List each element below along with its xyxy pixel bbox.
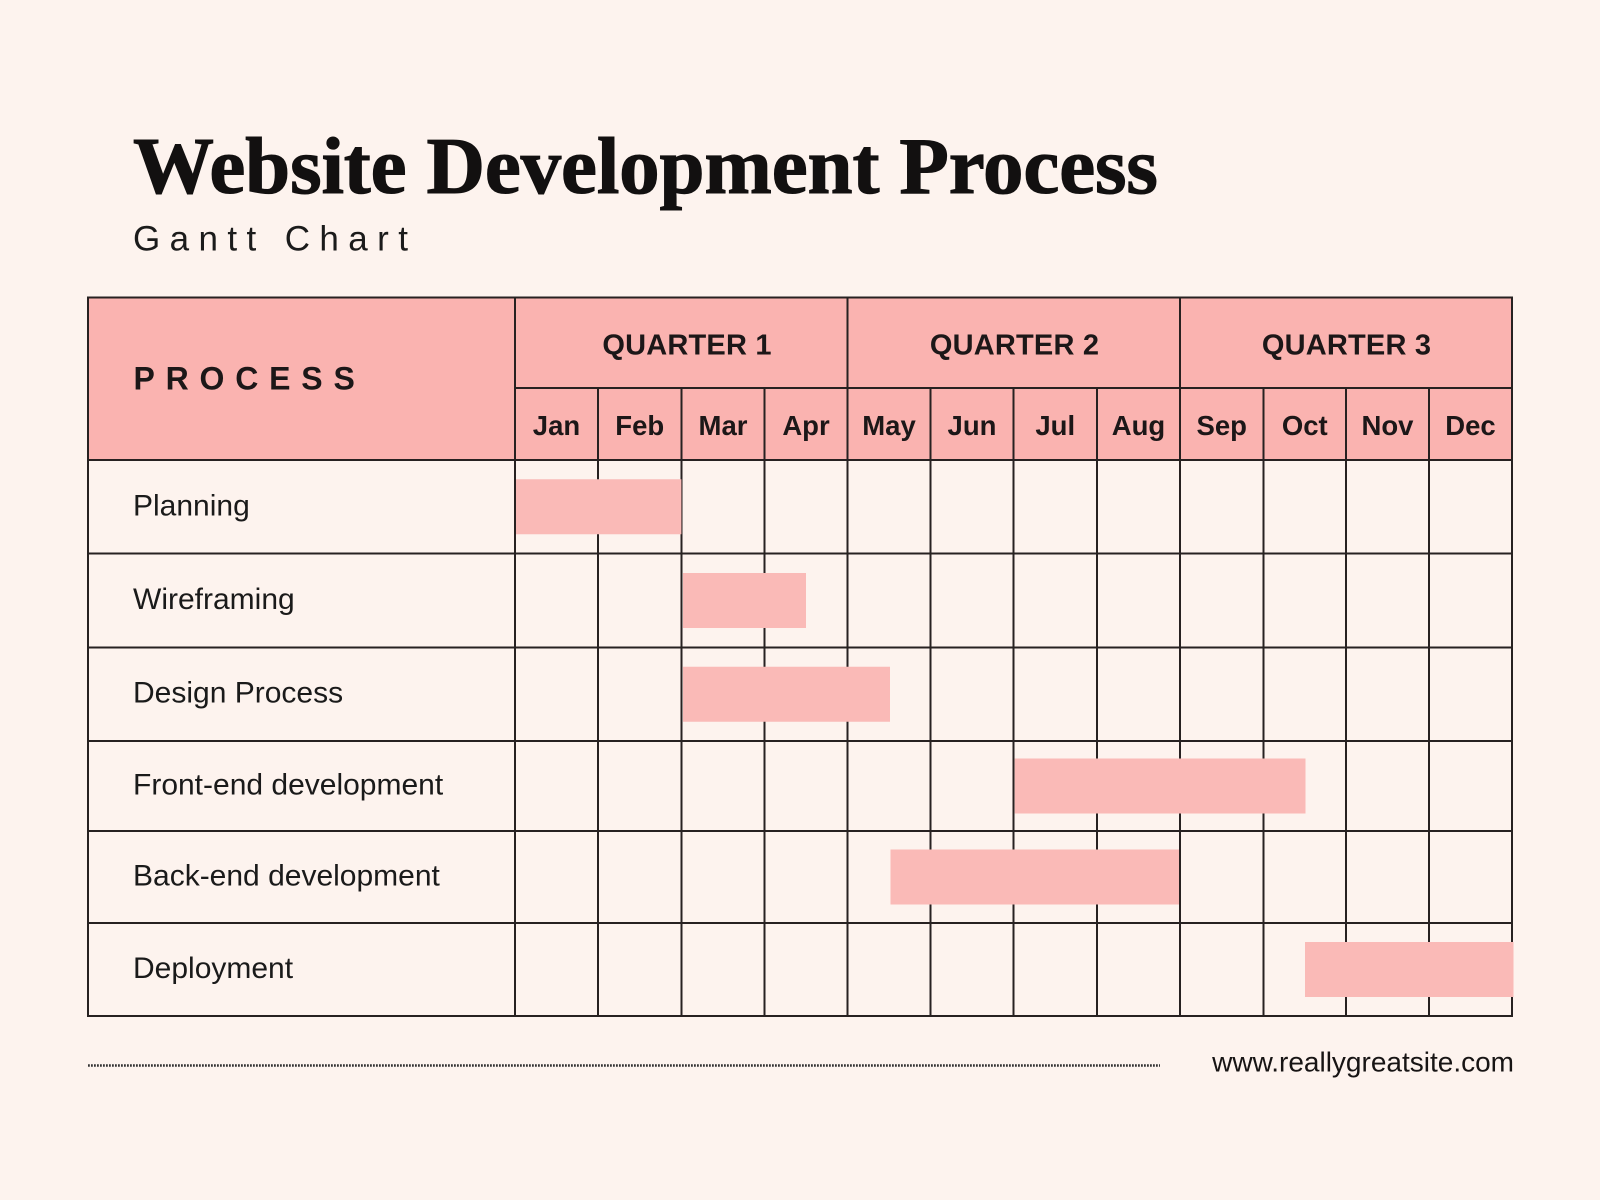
svg-text:Aug: Aug [1112, 410, 1165, 441]
svg-text:Jan: Jan [533, 410, 580, 441]
svg-text:www.reallygreatsite.com: www.reallygreatsite.com [1211, 1047, 1514, 1078]
svg-text:Design Process: Design Process [133, 677, 343, 710]
svg-text:PROCESS: PROCESS [134, 361, 366, 397]
svg-text:QUARTER 1: QUARTER 1 [602, 330, 771, 362]
svg-text:Back-end development: Back-end development [133, 860, 441, 893]
svg-text:QUARTER 3: QUARTER 3 [1262, 330, 1431, 362]
svg-text:QUARTER 2: QUARTER 2 [930, 330, 1099, 362]
svg-text:Feb: Feb [615, 410, 664, 441]
svg-text:Wireframing: Wireframing [133, 583, 295, 616]
svg-text:Gantt Chart: Gantt Chart [133, 220, 417, 259]
svg-text:Jul: Jul [1035, 410, 1075, 441]
svg-text:Apr: Apr [782, 410, 830, 441]
svg-text:Sep: Sep [1197, 410, 1247, 441]
svg-text:Jun: Jun [948, 410, 997, 441]
svg-text:May: May [862, 410, 916, 441]
svg-text:Website Development Process: Website Development Process [133, 121, 1158, 211]
svg-text:Mar: Mar [699, 410, 748, 441]
svg-text:Deployment: Deployment [133, 952, 294, 985]
svg-text:Oct: Oct [1282, 410, 1328, 441]
svg-text:Dec: Dec [1445, 410, 1495, 441]
svg-text:Nov: Nov [1362, 410, 1415, 441]
svg-text:Planning: Planning [133, 490, 250, 523]
svg-text:Front-end development: Front-end development [133, 769, 444, 802]
